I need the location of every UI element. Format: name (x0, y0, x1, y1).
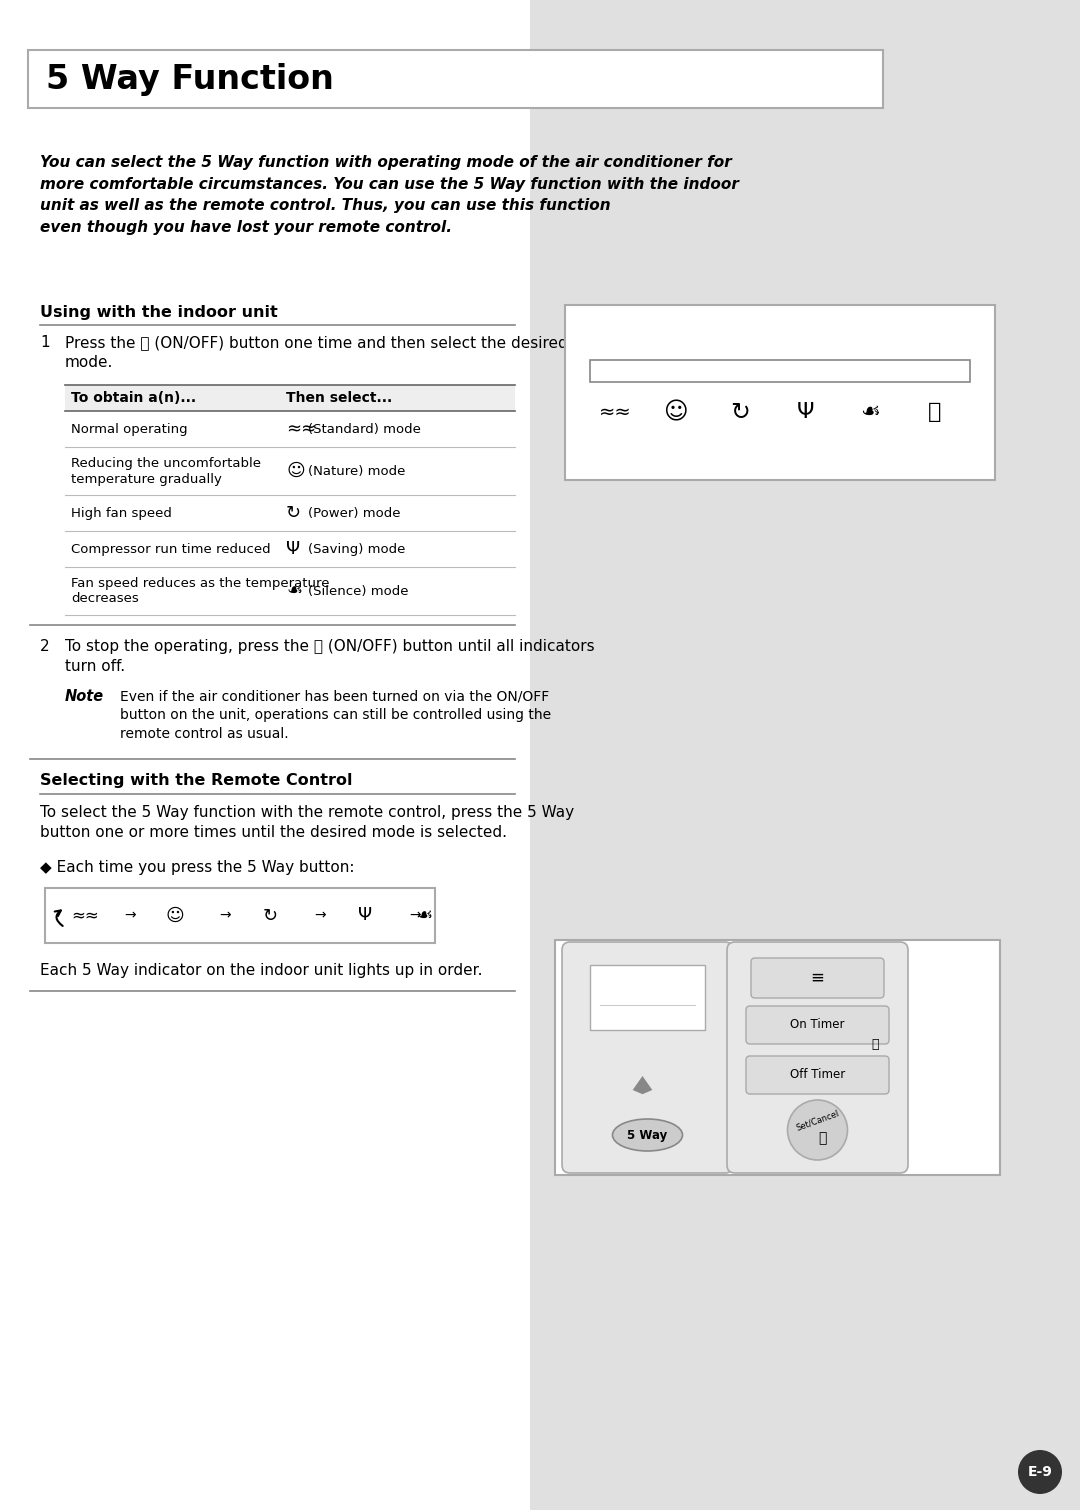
Polygon shape (633, 1077, 652, 1095)
Ellipse shape (612, 1119, 683, 1151)
FancyBboxPatch shape (562, 942, 733, 1173)
Text: ☙: ☙ (860, 402, 880, 421)
Text: Compressor run time reduced: Compressor run time reduced (71, 542, 271, 556)
Text: Using with the indoor unit: Using with the indoor unit (40, 305, 278, 320)
Text: button on the unit, operations can still be controlled using the: button on the unit, operations can still… (120, 708, 551, 722)
Text: 1: 1 (40, 335, 50, 350)
Text: →: → (219, 909, 231, 923)
Bar (530, 0, 1080, 1510)
Bar (45, 888, 435, 944)
Text: 5 Way Function: 5 Way Function (46, 62, 334, 95)
FancyBboxPatch shape (746, 1055, 889, 1095)
Text: ☺: ☺ (165, 906, 185, 924)
Text: ☙: ☙ (286, 581, 302, 599)
Bar (590, 965, 705, 1030)
Text: ≡: ≡ (811, 969, 824, 988)
Text: (Power) mode: (Power) mode (308, 506, 401, 519)
Text: To obtain a(n)...: To obtain a(n)... (71, 391, 197, 405)
Text: ☺: ☺ (663, 400, 687, 424)
Text: 2: 2 (40, 639, 50, 654)
Text: decreases: decreases (71, 592, 138, 606)
FancyBboxPatch shape (746, 1006, 889, 1043)
Text: ≈≈: ≈≈ (286, 420, 316, 438)
Text: To stop the operating, press the ⏻ (ON/OFF) button until all indicators: To stop the operating, press the ⏻ (ON/O… (65, 639, 595, 654)
Text: Normal operating: Normal operating (71, 423, 188, 435)
Text: Ψ: Ψ (357, 906, 373, 924)
Text: (Standard) mode: (Standard) mode (308, 423, 421, 435)
Text: Set/Cancel: Set/Cancel (795, 1108, 840, 1132)
Text: ≈≈: ≈≈ (71, 906, 99, 924)
Text: Selecting with the Remote Control: Selecting with the Remote Control (40, 773, 352, 788)
Bar (555, 941, 1000, 1175)
Bar (65, 385, 515, 411)
Bar (28, 50, 883, 109)
Text: Even if the air conditioner has been turned on via the ON/OFF: Even if the air conditioner has been tur… (120, 689, 550, 704)
Text: mode.: mode. (65, 355, 113, 370)
Text: button one or more times until the desired mode is selected.: button one or more times until the desir… (40, 824, 507, 840)
Bar (0, 0, 530, 1510)
Text: ☙: ☙ (417, 906, 433, 924)
Text: remote control as usual.: remote control as usual. (120, 726, 288, 741)
Text: Note: Note (65, 689, 104, 704)
Text: Off Timer: Off Timer (789, 1069, 846, 1081)
Text: Press the ⏻ (ON/OFF) button one time and then select the desired: Press the ⏻ (ON/OFF) button one time and… (65, 335, 568, 350)
Text: (Silence) mode: (Silence) mode (308, 584, 408, 598)
Text: ☺: ☺ (286, 462, 305, 480)
Text: →: → (409, 909, 421, 923)
Text: temperature gradually: temperature gradually (71, 473, 221, 486)
Text: To select the 5 Way function with the remote control, press the 5 Way: To select the 5 Way function with the re… (40, 805, 575, 820)
Text: Ψ: Ψ (286, 541, 300, 559)
Text: Each 5 Way indicator on the indoor unit lights up in order.: Each 5 Way indicator on the indoor unit … (40, 963, 483, 978)
FancyBboxPatch shape (751, 957, 885, 998)
Text: 5 Way: 5 Way (627, 1128, 667, 1142)
Circle shape (787, 1099, 848, 1160)
Text: On Timer: On Timer (791, 1019, 845, 1031)
Text: You can select the 5 Way function with operating mode of the air conditioner for: You can select the 5 Way function with o… (40, 156, 739, 234)
Text: →: → (124, 909, 136, 923)
Bar (565, 305, 995, 480)
FancyBboxPatch shape (727, 942, 908, 1173)
Text: Reducing the uncomfortable: Reducing the uncomfortable (71, 458, 261, 471)
Text: ↻: ↻ (286, 504, 301, 522)
Text: Then select...: Then select... (286, 391, 392, 405)
Text: ◆ Each time you press the 5 Way button:: ◆ Each time you press the 5 Way button: (40, 861, 354, 874)
Circle shape (1018, 1450, 1062, 1493)
Text: ⏻: ⏻ (929, 402, 942, 421)
Text: E-9: E-9 (1027, 1465, 1052, 1478)
Text: ≈≈: ≈≈ (598, 403, 632, 421)
Text: ↻: ↻ (262, 906, 278, 924)
Text: (Nature) mode: (Nature) mode (308, 465, 405, 477)
Text: Ψ: Ψ (796, 402, 813, 421)
Bar (590, 359, 970, 382)
Text: ⏻: ⏻ (819, 1131, 826, 1145)
Text: →: → (314, 909, 326, 923)
Text: (Saving) mode: (Saving) mode (308, 542, 405, 556)
Text: ⏰: ⏰ (872, 1039, 879, 1051)
Text: Fan speed reduces as the temperature: Fan speed reduces as the temperature (71, 577, 329, 590)
Text: High fan speed: High fan speed (71, 506, 172, 519)
Text: ↻: ↻ (730, 400, 750, 424)
Text: turn off.: turn off. (65, 658, 125, 673)
